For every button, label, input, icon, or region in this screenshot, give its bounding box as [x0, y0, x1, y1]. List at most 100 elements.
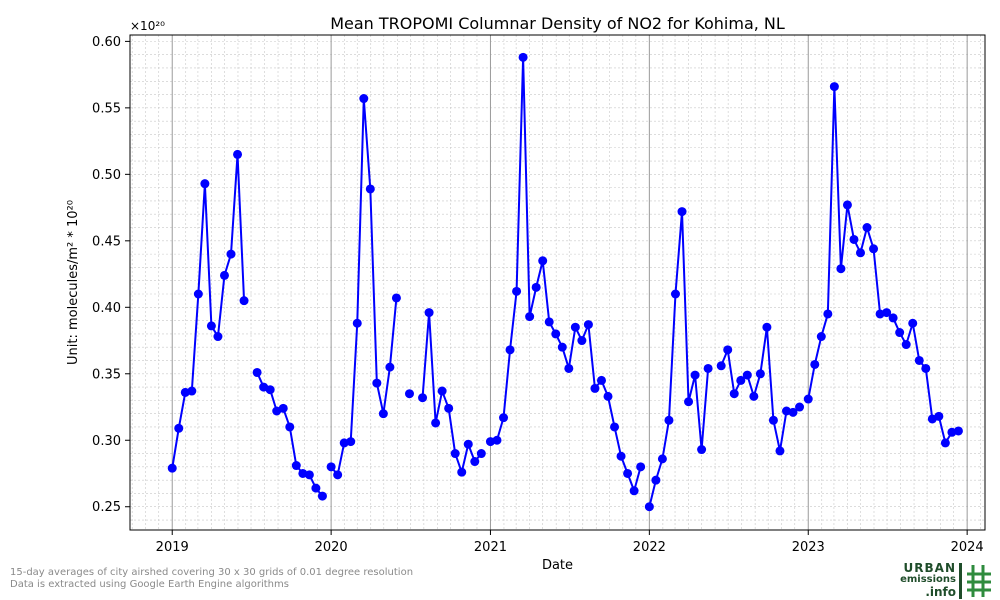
y-tick-label: 0.60: [92, 35, 121, 50]
footnote-source: Data is extracted using Google Earth Eng…: [10, 579, 289, 590]
data-point: [651, 475, 661, 485]
data-point: [200, 179, 210, 189]
data-point: [544, 317, 554, 327]
data-point: [570, 322, 580, 332]
minor-grid: [130, 35, 985, 530]
data-point: [940, 438, 950, 448]
data-point: [352, 318, 362, 328]
data-point: [333, 470, 343, 480]
data-point: [603, 391, 613, 401]
data-point: [252, 367, 262, 377]
data-point: [531, 282, 541, 292]
x-tick-label: 2020: [315, 540, 348, 555]
series-line: [648, 210, 710, 507]
major-grid: [171, 35, 968, 530]
x-tick-label: 2023: [792, 540, 825, 555]
data-point: [629, 486, 639, 496]
data-point: [829, 82, 839, 92]
data-point: [326, 462, 336, 472]
data-point: [564, 363, 574, 373]
data-point: [664, 415, 674, 425]
data-point: [457, 467, 467, 477]
data-point: [505, 345, 515, 355]
data-point: [657, 454, 667, 464]
y-tick-label: 0.25: [92, 500, 121, 515]
data-point: [226, 249, 236, 259]
data-point: [623, 468, 633, 478]
data-point: [512, 286, 522, 296]
x-tick-label: 2019: [156, 540, 189, 555]
hash-grid-icon: [959, 563, 991, 599]
x-axis-label: Date: [542, 558, 573, 573]
data-point: [492, 435, 502, 445]
data-point: [444, 403, 454, 413]
data-point: [404, 389, 414, 399]
data-point: [206, 321, 216, 331]
data-point: [437, 386, 447, 396]
data-point: [278, 403, 288, 413]
data-point: [372, 378, 382, 388]
data-point: [616, 451, 626, 461]
data-point: [187, 386, 197, 396]
data-point: [855, 248, 865, 258]
y-tick-label: 0.40: [92, 301, 121, 316]
data-point: [749, 391, 759, 401]
data-point: [636, 462, 646, 472]
axis-offset-label: ×10²⁰: [130, 19, 165, 33]
series-line: [421, 311, 483, 474]
data-point: [317, 491, 327, 501]
data-point: [703, 363, 713, 373]
data-point: [816, 332, 826, 342]
data-point: [346, 437, 356, 447]
data-point: [304, 470, 314, 480]
data-point: [723, 345, 733, 355]
data-point: [823, 309, 833, 319]
data-point: [849, 234, 859, 244]
data-point: [193, 289, 203, 299]
data-point: [577, 336, 587, 346]
data-point: [590, 383, 600, 393]
data-point: [551, 329, 561, 339]
data-point: [934, 411, 944, 421]
urban-emissions-logo: URBAN emissions .info: [898, 562, 998, 600]
data-point: [291, 461, 301, 471]
data-point: [768, 415, 778, 425]
y-axis-label: Unit: molecules/m² * 10²⁰: [66, 200, 81, 365]
data-point: [385, 362, 395, 372]
y-tick-label: 0.30: [92, 434, 121, 449]
data-point: [418, 393, 428, 403]
data-point: [729, 389, 739, 399]
series-0: [167, 52, 963, 512]
data-point: [167, 463, 177, 473]
data-point: [557, 342, 567, 352]
data-point: [378, 409, 388, 419]
y-tick-label: 0.50: [92, 168, 121, 183]
data-point: [174, 423, 184, 433]
data-point: [365, 184, 375, 194]
footnote-averaging: 15-day averages of city airshed covering…: [10, 567, 414, 578]
data-point: [644, 502, 654, 512]
logo-word-emissions: emissions: [900, 574, 956, 585]
data-point: [470, 457, 480, 467]
data-point: [670, 289, 680, 299]
series-line: [720, 326, 801, 452]
data-point: [265, 385, 275, 395]
data-point: [788, 407, 798, 417]
data-point: [311, 483, 321, 493]
data-point: [684, 397, 694, 407]
data-point: [476, 449, 486, 459]
chart-title: Mean TROPOMI Columnar Density of NO2 for…: [330, 14, 785, 33]
data-point: [716, 361, 726, 371]
data-point: [810, 359, 820, 369]
data-point: [742, 370, 752, 380]
y-tick-label: 0.55: [92, 101, 121, 116]
data-point: [775, 446, 785, 456]
x-tick-label: 2024: [951, 540, 984, 555]
data-point: [862, 223, 872, 233]
data-point: [538, 256, 548, 266]
data-point: [239, 296, 249, 306]
data-point: [921, 363, 931, 373]
data-point: [882, 308, 892, 318]
logo-word-info: .info: [925, 585, 956, 599]
